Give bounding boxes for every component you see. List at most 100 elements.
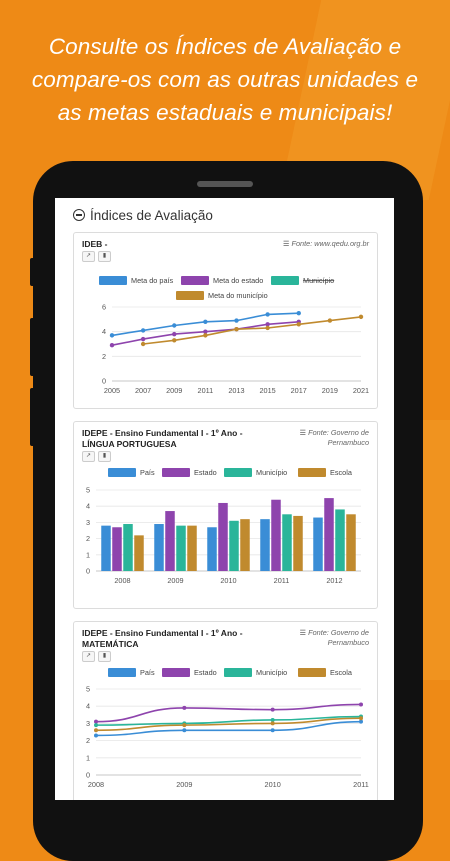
headline-line-2: compare-os com as outras unidades e bbox=[31, 67, 419, 92]
bar bbox=[176, 525, 186, 571]
y-tick-label: 1 bbox=[86, 753, 90, 762]
data-point bbox=[172, 323, 177, 328]
section-header[interactable]: Índices de Avaliação bbox=[73, 204, 213, 226]
x-tick-label: 2007 bbox=[135, 386, 151, 395]
y-tick-label: 4 bbox=[86, 502, 90, 511]
legend-swatch bbox=[108, 668, 136, 677]
data-point bbox=[203, 319, 208, 324]
data-point bbox=[109, 333, 115, 338]
y-tick-label: 0 bbox=[86, 771, 90, 780]
data-point bbox=[327, 318, 333, 323]
x-tick-label: 2011 bbox=[274, 576, 290, 585]
bar bbox=[165, 511, 175, 571]
series-line bbox=[95, 720, 362, 737]
data-point bbox=[270, 717, 275, 722]
x-tick-label: 2009 bbox=[167, 576, 183, 585]
chart-card-matematica: IDEPE - Ensino Fundamental I - 1º Ano - … bbox=[73, 621, 378, 800]
app-screen[interactable]: Índices de Avaliação IDEB - ☰ Fonte: www… bbox=[55, 198, 394, 800]
data-point bbox=[203, 333, 208, 338]
bar bbox=[207, 527, 217, 571]
collapse-icon[interactable] bbox=[73, 209, 85, 221]
x-tick-label: 2017 bbox=[291, 386, 307, 395]
x-tick-label: 2009 bbox=[166, 386, 182, 395]
line-chart-toggle-icon[interactable]: ↗ bbox=[82, 251, 95, 262]
data-point bbox=[140, 328, 146, 333]
promo-headline: Consulte os Índices de Avaliação e compa… bbox=[0, 30, 450, 129]
bar bbox=[240, 519, 250, 571]
data-point bbox=[172, 331, 177, 337]
data-point bbox=[94, 723, 98, 728]
line-chart-toggle-icon[interactable]: ↗ bbox=[82, 651, 95, 662]
bar bbox=[112, 527, 122, 571]
legend-label: Município bbox=[256, 468, 287, 477]
card-source: ☰ Fonte: www.qedu.org.br bbox=[283, 239, 369, 248]
chart-card-portugues: IDEPE - Ensino Fundamental I - 1º Ano - … bbox=[73, 421, 378, 609]
chart-ideb: Meta do país Meta do estado Município Meta … bbox=[99, 276, 369, 395]
series-line bbox=[95, 703, 362, 723]
bar bbox=[123, 524, 133, 571]
data-point bbox=[359, 719, 363, 724]
data-point bbox=[203, 329, 208, 334]
legend-swatch bbox=[99, 276, 127, 285]
data-point bbox=[234, 327, 239, 332]
data-point bbox=[94, 733, 98, 738]
line-chart-toggle-icon[interactable]: ↗ bbox=[82, 451, 95, 462]
x-tick-label: 2011 bbox=[353, 780, 369, 789]
legend-label: País bbox=[140, 668, 155, 677]
data-point bbox=[265, 312, 270, 317]
legend-label: Meta do país bbox=[131, 276, 174, 285]
legend-swatch bbox=[298, 668, 326, 677]
x-tick-label: 2011 bbox=[198, 386, 214, 395]
bar bbox=[313, 517, 323, 571]
legend-swatch bbox=[176, 291, 204, 300]
data-point bbox=[182, 723, 187, 728]
card-source: ☰ Fonte: Governo de Pernambuco bbox=[299, 428, 369, 447]
bar bbox=[335, 509, 345, 571]
series-line bbox=[143, 316, 362, 345]
legend-swatch bbox=[181, 276, 209, 285]
bar-chart-toggle-icon[interactable]: ▮ bbox=[98, 251, 111, 262]
bar bbox=[101, 525, 111, 571]
y-tick-label: 2 bbox=[86, 534, 90, 543]
y-tick-label: 1 bbox=[86, 550, 90, 559]
legend-label: Meta do município bbox=[208, 291, 268, 300]
data-point bbox=[140, 336, 146, 342]
y-tick-label: 2 bbox=[102, 352, 106, 361]
list-icon: ☰ bbox=[299, 628, 309, 637]
y-tick-label: 5 bbox=[86, 685, 90, 694]
x-tick-label: 2008 bbox=[114, 576, 130, 585]
data-point bbox=[270, 721, 275, 726]
series-line bbox=[95, 717, 362, 732]
data-point bbox=[182, 728, 187, 733]
data-point bbox=[359, 702, 363, 707]
bar-chart-toggle-icon[interactable]: ▮ bbox=[98, 451, 111, 462]
series-line bbox=[95, 715, 362, 726]
legend-label: Estado bbox=[194, 468, 217, 477]
legend-label: Município bbox=[256, 668, 287, 677]
y-tick-label: 5 bbox=[86, 486, 90, 495]
bar bbox=[218, 502, 228, 571]
legend-swatch bbox=[298, 468, 326, 477]
data-point bbox=[109, 343, 115, 348]
legend-swatch bbox=[108, 468, 136, 477]
y-tick-label: 0 bbox=[86, 567, 90, 576]
bar-chart-toggle-icon[interactable]: ▮ bbox=[98, 651, 111, 662]
section-title: Índices de Avaliação bbox=[90, 207, 213, 223]
legend-label: Estado bbox=[194, 668, 217, 677]
y-tick-label: 2 bbox=[86, 736, 90, 745]
x-tick-label: 2010 bbox=[265, 780, 281, 789]
legend-label: Escola bbox=[330, 468, 353, 477]
y-tick-label: 4 bbox=[102, 327, 106, 336]
x-tick-label: 2021 bbox=[353, 386, 369, 395]
card-source: ☰ Fonte: Governo de Pernambuco bbox=[299, 628, 369, 647]
x-tick-label: 2005 bbox=[104, 386, 120, 395]
headline-line-3: as metas estaduais e municipais! bbox=[57, 100, 393, 125]
legend-swatch bbox=[271, 276, 299, 285]
x-tick-label: 2009 bbox=[176, 780, 192, 789]
phone-speaker bbox=[197, 181, 253, 187]
x-tick-label: 2019 bbox=[322, 386, 338, 395]
legend-swatch bbox=[162, 668, 190, 677]
data-point bbox=[172, 338, 177, 343]
card-title: IDEB - bbox=[82, 239, 108, 249]
legend-label: Município bbox=[303, 276, 334, 285]
